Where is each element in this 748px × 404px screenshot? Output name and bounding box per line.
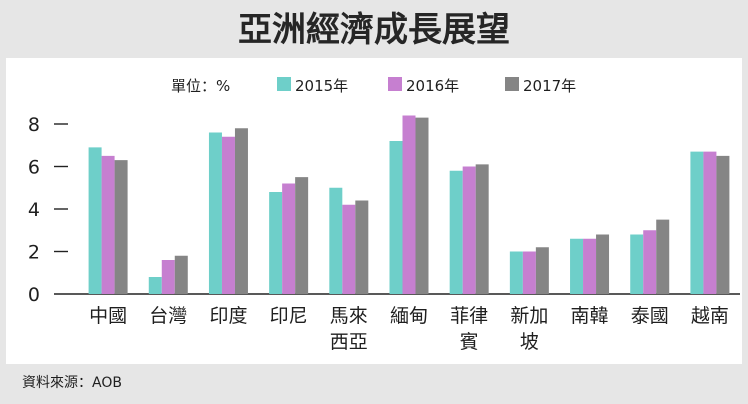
bar (449, 170, 463, 294)
x-tick-label: 中國 (89, 305, 127, 327)
bar (101, 155, 115, 294)
x-tick-label: 賓 (460, 331, 479, 353)
bar (329, 187, 343, 294)
x-tick-label: 印度 (209, 305, 247, 327)
unit-label: 單位：% (171, 77, 231, 95)
legend-label-2015: 2015年 (295, 77, 349, 95)
x-tick-label: 馬來 (330, 305, 368, 327)
x-tick-label: 越南 (691, 305, 729, 327)
bar (535, 247, 549, 294)
legend: 單位：% 2015年 2016年 2017年 (0, 73, 748, 97)
bar (269, 192, 283, 294)
legend-swatch-2015 (277, 77, 291, 91)
x-tick-label: 印尼 (270, 305, 308, 327)
y-tick-label: 0 (28, 284, 40, 306)
bar (148, 277, 162, 294)
bar (643, 230, 657, 294)
legend-swatch-2017 (505, 77, 519, 91)
bar (355, 200, 369, 294)
bar (88, 147, 102, 294)
bar (690, 151, 704, 294)
bar (174, 255, 188, 294)
bar (221, 136, 235, 294)
legend-label-2016: 2016年 (406, 77, 460, 95)
x-tick-label: 台灣 (149, 305, 187, 327)
bar (509, 251, 523, 294)
bar (596, 234, 610, 294)
bar (295, 177, 309, 294)
bar (570, 238, 584, 294)
bar (415, 117, 429, 294)
bar (522, 251, 536, 294)
bar (342, 204, 356, 294)
x-tick-label: 西亞 (330, 331, 368, 353)
bar (161, 260, 175, 294)
y-tick-label: 4 (28, 199, 40, 221)
bar (703, 151, 717, 294)
legend-swatch-2016 (388, 77, 402, 91)
bar (583, 238, 597, 294)
y-tick-label: 2 (28, 242, 40, 264)
bar (656, 219, 670, 294)
x-tick-label: 南韓 (571, 305, 609, 327)
bar (630, 234, 644, 294)
bar (282, 183, 296, 294)
x-tick-label: 菲律 (450, 305, 488, 327)
bar (402, 115, 416, 294)
bar (462, 166, 476, 294)
bar (475, 164, 489, 294)
x-tick-label: 緬甸 (390, 305, 428, 327)
source-note: 資料來源：AOB (22, 375, 122, 391)
x-tick-label: 新加 (510, 305, 548, 327)
y-tick-label: 8 (28, 114, 40, 136)
bar (389, 141, 403, 294)
bar (208, 132, 222, 294)
x-tick-label: 坡 (520, 331, 539, 353)
bar (716, 155, 730, 294)
chart-title: 亞洲經濟成長展望 (238, 10, 510, 50)
x-tick-label: 泰國 (631, 305, 669, 327)
bar (234, 128, 248, 294)
y-tick-label: 6 (28, 157, 40, 179)
legend-label-2017: 2017年 (523, 77, 577, 95)
bar (114, 160, 128, 294)
chart-panel (6, 58, 742, 364)
